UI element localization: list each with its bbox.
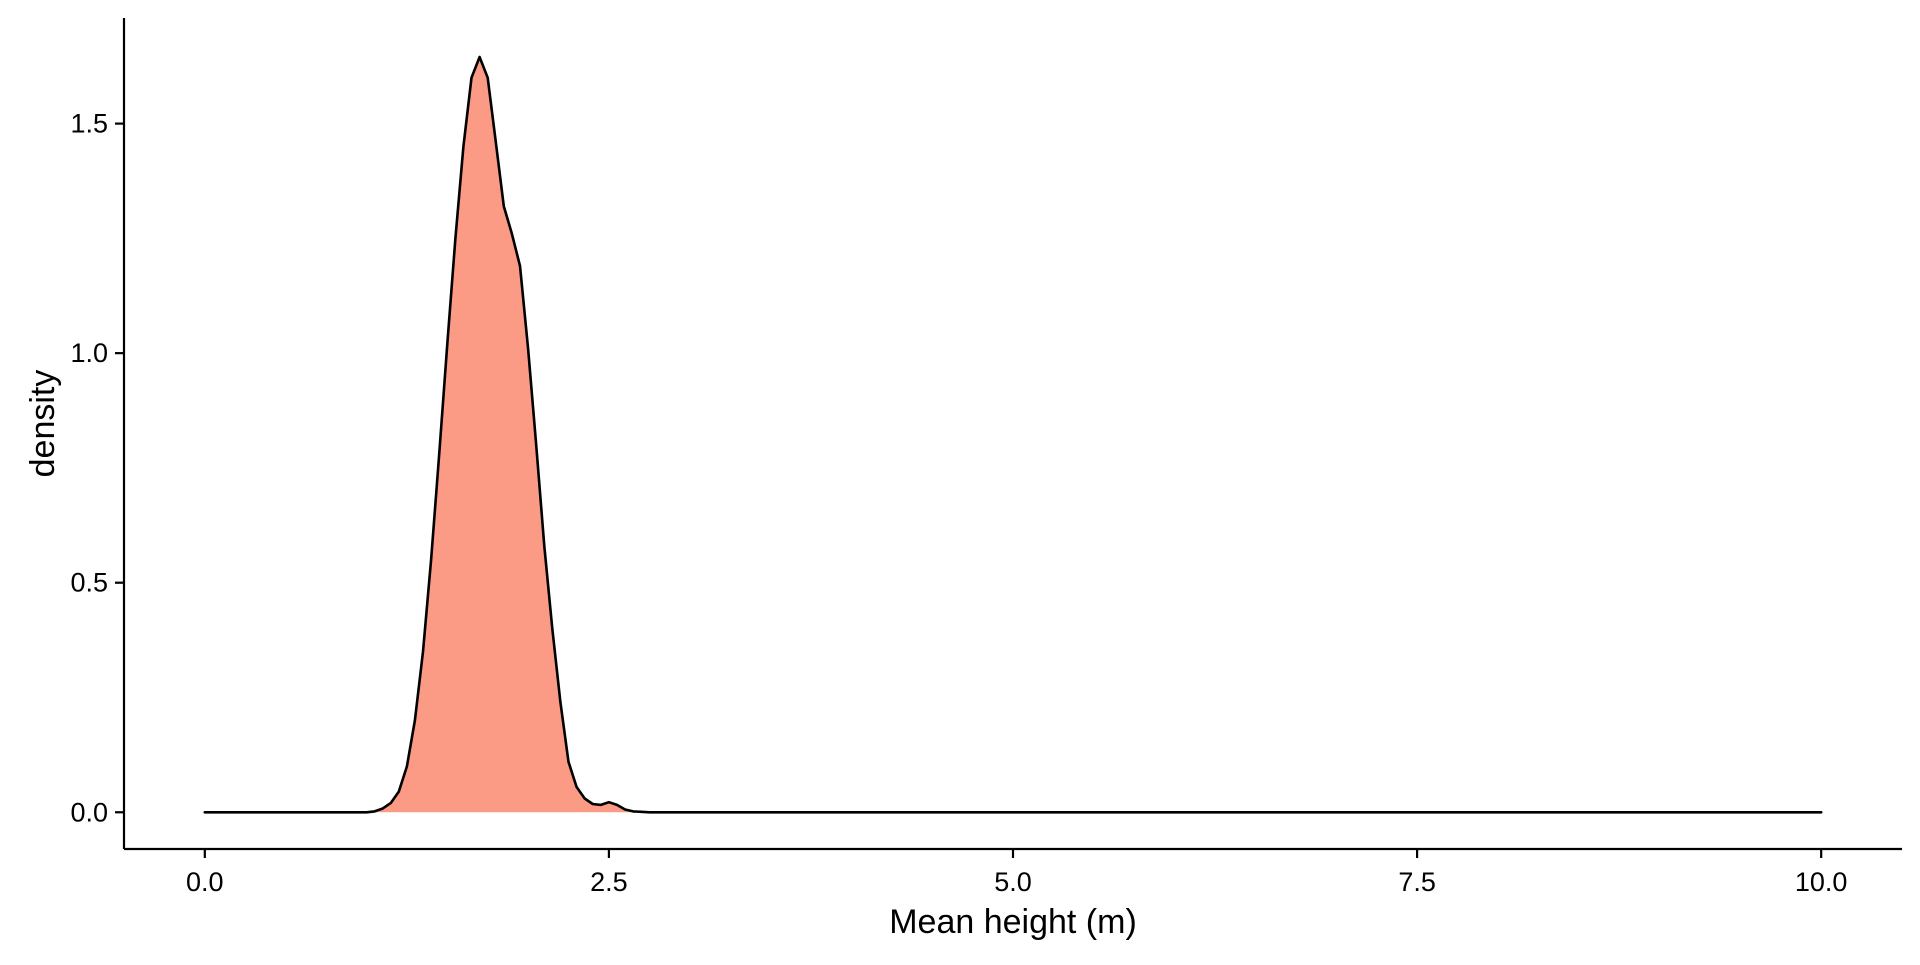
x-tick-label: 10.0 <box>1795 867 1848 897</box>
y-tick-label: 1.5 <box>70 109 108 139</box>
x-axis-title: Mean height (m) <box>889 903 1137 941</box>
y-tick-label: 0.5 <box>70 568 108 598</box>
y-axis-title: density <box>24 370 62 478</box>
x-tick-label: 5.0 <box>994 867 1032 897</box>
density-line <box>203 55 1823 814</box>
y-tick-label: 1.0 <box>70 338 108 368</box>
plot-area <box>203 55 1823 814</box>
y-tick-label: 0.0 <box>70 797 108 827</box>
x-tick-label: 0.0 <box>186 867 224 897</box>
x-tick-label: 7.5 <box>1398 867 1436 897</box>
axes: 0.0 2.5 5.0 7.5 10.0 0.0 0.5 1.0 1.5 <box>70 18 1902 897</box>
density-area <box>204 57 1822 813</box>
x-tick-label: 2.5 <box>590 867 628 897</box>
